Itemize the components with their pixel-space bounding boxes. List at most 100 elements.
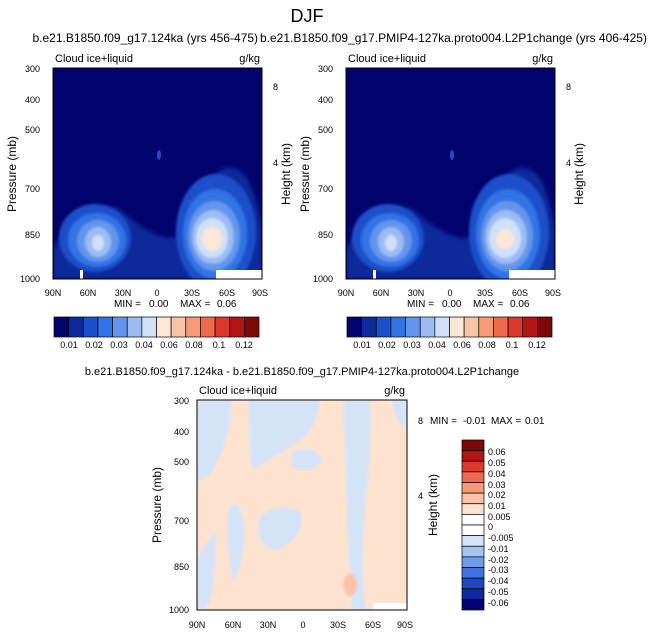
panel-1-x-tick: 60S: [219, 288, 235, 298]
panel-3-y-tick: 500: [174, 457, 189, 467]
panel-2-colorbar-labels: 0.01 0.02 0.03 0.04 0.06 0.08 0.1 0.12: [353, 340, 546, 350]
panel-3-max-value: 0.01: [525, 416, 545, 427]
panel-1-variable-label: Cloud ice+liquid: [55, 53, 133, 65]
panel-1-surface-mask-b: [216, 270, 262, 279]
panel-1-max-label: MAX =: [180, 299, 210, 310]
colorbar-1-swatch: [200, 316, 216, 338]
colorbar-3-label: 0.005: [488, 512, 511, 522]
panel-3-positive-speck: [343, 574, 357, 596]
colorbar-1-swatch: [68, 316, 84, 338]
panel-1-min-value: 0.00: [149, 299, 169, 310]
colorbar-3-swatch: [461, 524, 485, 536]
colorbar-1-swatch: [156, 316, 172, 338]
colorbar-2-label: 0.02: [378, 340, 396, 350]
panel-2-x-tick: 90S: [545, 288, 561, 298]
panel-2-surface-mask-a: [373, 270, 376, 279]
colorbar-3-label: -0.02: [488, 555, 509, 565]
colorbar-2-swatch: [419, 316, 436, 338]
panel-2-x-tick: 30S: [477, 288, 493, 298]
panel-3-max-label: MAX =: [491, 416, 521, 427]
panel-3-negative-regions: [197, 400, 407, 610]
colorbar-2-swatch: [346, 316, 362, 338]
panel-2-x-tick: 90N: [338, 288, 355, 298]
colorbar-2-swatch: [507, 316, 524, 338]
panel-1-y-tick: 500: [25, 125, 40, 135]
panel-2-sh-cloud-max: [469, 174, 549, 279]
figure-title: DJF: [291, 6, 324, 26]
colorbar-2-swatch: [405, 316, 421, 338]
panel-2-field: [346, 68, 555, 279]
colorbar-3-swatch: [461, 599, 485, 611]
colorbar-3-swatch: [461, 439, 485, 451]
colorbar-2-label: 0.06: [453, 340, 471, 350]
panel-3-x-tick: 30N: [260, 620, 277, 630]
colorbar-3-swatch: [461, 545, 485, 558]
colorbar-2-swatch: [434, 316, 450, 338]
panel-1-height-ticks: 8 4: [273, 82, 278, 168]
panel-1-x-tick: 60N: [80, 288, 97, 298]
panel-2-y-axis-label: Pressure (mb): [298, 136, 312, 212]
panel-1-height-tick: 4: [273, 158, 278, 168]
colorbar-2-label: 0.03: [403, 340, 421, 350]
colorbar-3-label: -0.04: [488, 576, 509, 586]
panel-1-y-ticks: 300 400 500 700 850 1000: [20, 64, 40, 284]
colorbar-1-swatch: [126, 316, 143, 338]
panel-3-colorbar-labels: 0.06 0.05 0.04 0.03 0.02 0.01 0.005 0 -0…: [488, 447, 514, 608]
panel-2-surface-mask-b: [509, 270, 555, 279]
panel-1-surface-mask-a: [80, 270, 83, 279]
panel-2-nh-cloud-max: [352, 204, 424, 272]
panel-2-colorbar: [346, 316, 553, 338]
colorbar-3-swatch: [461, 492, 485, 505]
colorbar-3-label: -0.05: [488, 587, 509, 597]
panel-3-x-tick: 90N: [189, 620, 206, 630]
panel-1: b.e21.B1850.f09_g17.124ka (yrs 456-475) …: [5, 31, 293, 350]
colorbar-1-label: 0.04: [135, 340, 153, 350]
colorbar-2-label: 0.01: [353, 340, 371, 350]
colorbar-1-swatch: [244, 316, 260, 338]
panel-1-upper-cloud-speck: [157, 150, 161, 160]
panel-1-max-value: 0.06: [217, 299, 237, 310]
panel-1-x-tick: 90S: [252, 288, 268, 298]
panel-2-units-label: g/kg: [532, 53, 553, 65]
colorbar-1-swatch: [141, 316, 157, 338]
panel-1-x-ticks: 90N 60N 30N 0 30S 60S 90S: [45, 288, 268, 298]
panel-3-y-tick: 1000: [169, 605, 189, 615]
colorbar-3-swatch: [461, 450, 485, 462]
panel-1-min-label: MIN =: [114, 299, 141, 310]
colorbar-1-label: 0.08: [185, 340, 203, 350]
panel-2: b.e21.B1850.f09_g17.PMIP4-127ka.proto004…: [260, 31, 647, 350]
colorbar-1-label: 0.06: [160, 340, 178, 350]
panel-1-title: b.e21.B1850.f09_g17.124ka (yrs 456-475): [33, 31, 259, 45]
colorbar-2-label: 0.1: [506, 340, 519, 350]
colorbar-3-swatch: [461, 514, 485, 526]
colorbar-3-label: 0: [488, 522, 493, 532]
panel-3-height-tick: 4: [418, 491, 423, 501]
panel-2-min-label: MIN =: [407, 299, 434, 310]
colorbar-1-swatch: [112, 316, 128, 338]
colorbar-1-label: 0.01: [60, 340, 78, 350]
panel-1-height-axis-label: Height (km): [279, 143, 293, 205]
colorbar-3-label: -0.005: [488, 533, 514, 543]
colorbar-1-label: 0.02: [85, 340, 103, 350]
panel-2-y-ticks: 300 400 500 700 850 1000: [313, 64, 333, 284]
colorbar-1-swatch: [82, 316, 99, 338]
panel-2-x-tick: 60S: [512, 288, 528, 298]
panel-1-colorbar-labels: 0.01 0.02 0.03 0.04 0.06 0.08 0.1 0.12: [60, 340, 253, 350]
colorbar-2-swatch: [478, 316, 494, 338]
panel-3-stats: MIN = -0.01 MAX = 0.01: [430, 416, 545, 427]
panel-3: b.e21.B1850.f09_g17.124ka - b.e21.B1850.…: [85, 366, 545, 630]
panel-3-y-axis-label: Pressure (mb): [150, 467, 164, 543]
colorbar-3-label: 0.03: [488, 480, 506, 490]
colorbar-3-swatch: [461, 567, 485, 579]
colorbar-3-swatch: [461, 460, 485, 473]
panel-2-y-tick: 850: [318, 230, 333, 240]
panel-2-x-tick: 60N: [373, 288, 390, 298]
panel-3-x-tick: 60S: [365, 620, 381, 630]
panel-1-colorbar: [53, 316, 260, 338]
colorbar-2-swatch: [537, 316, 553, 338]
colorbar-2-label: 0.04: [428, 340, 446, 350]
colorbar-1-swatch: [214, 316, 231, 338]
panel-1-units-label: g/kg: [239, 53, 260, 65]
colorbar-3-swatch: [461, 503, 485, 515]
panel-1-y-tick: 850: [25, 230, 40, 240]
